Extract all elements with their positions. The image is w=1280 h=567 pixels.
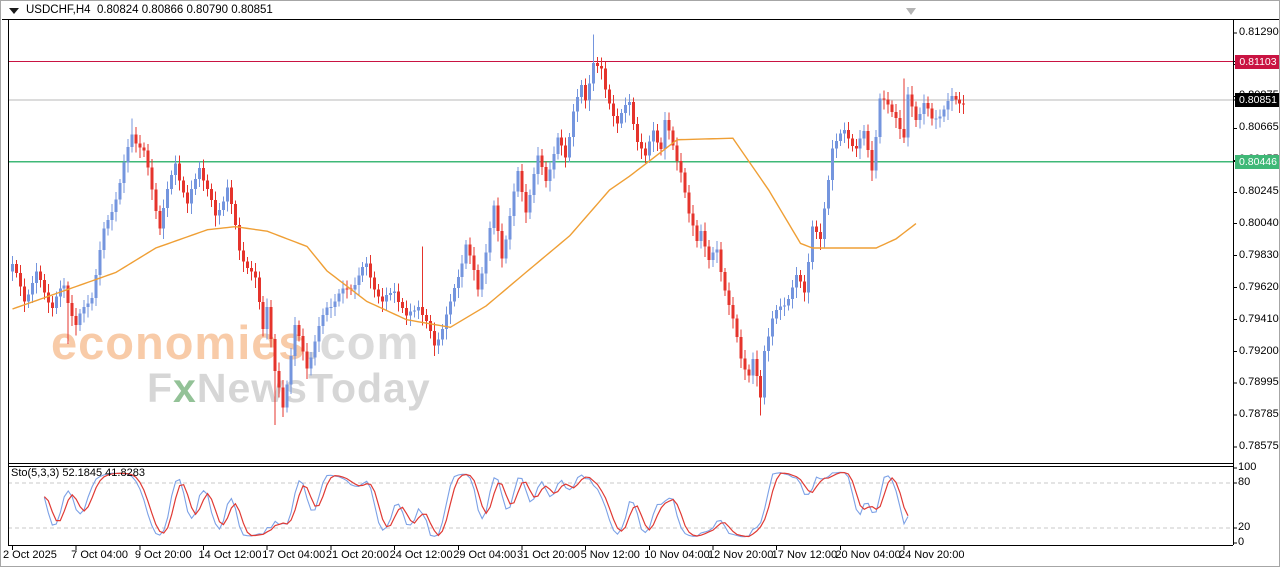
title-bar: USDCHF,H4 0.80824 0.80866 0.80790 0.8085… xyxy=(9,4,273,16)
watermark-rest: NewsToday xyxy=(196,365,431,411)
chart-title: USDCHF,H4 0.80824 0.80866 0.80790 0.8085… xyxy=(26,4,273,16)
symbol-dropdown-icon[interactable] xyxy=(9,8,19,14)
watermark-fxnewstoday: FxNewsToday xyxy=(147,368,431,409)
stochastic-label: Sto(5,3,3) 52.1845 41.8283 xyxy=(11,467,145,479)
chart-symbol-period: USDCHF,H4 xyxy=(26,4,91,16)
watermark-dotcom: .com xyxy=(305,316,420,369)
chart-ohlc-values: 0.80824 0.80866 0.80790 0.80851 xyxy=(96,4,273,16)
watermark-f: F xyxy=(147,365,174,411)
watermark-x: x xyxy=(173,365,197,411)
chart-shift-marker-icon[interactable] xyxy=(906,8,916,15)
